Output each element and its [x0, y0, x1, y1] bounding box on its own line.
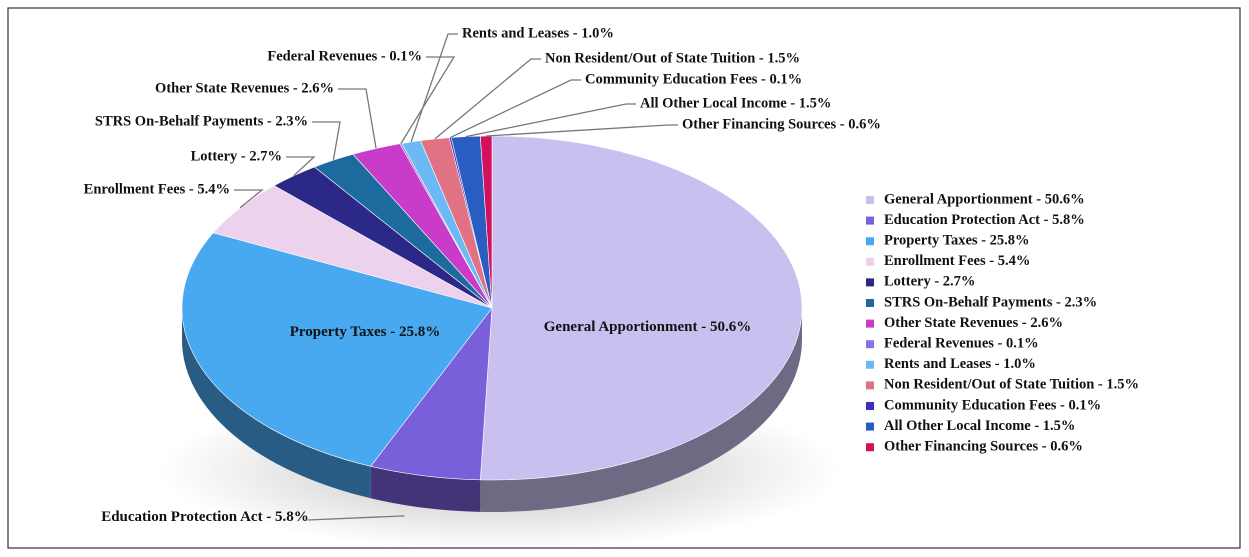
- slice-label: Federal Revenues - 0.1%: [267, 48, 422, 64]
- slice-label: Non Resident/Out of State Tuition - 1.5%: [545, 50, 800, 66]
- slice-side: [480, 308, 802, 512]
- slice-label: Community Education Fees - 0.1%: [585, 71, 802, 87]
- legend-label: Other State Revenues - 2.6%: [884, 315, 1063, 331]
- leader-line: [486, 124, 678, 137]
- legend-label: Enrollment Fees - 5.4%: [884, 253, 1030, 269]
- leader-line: [400, 56, 456, 144]
- legend-swatch: [866, 257, 874, 266]
- legend-swatch: [866, 299, 874, 307]
- legend-swatch: [866, 216, 874, 225]
- leader-line: [307, 515, 405, 521]
- legend-label: General Apportionment - 50.6%: [884, 191, 1085, 207]
- legend-swatch: [866, 402, 874, 410]
- legend-label: Community Education Fees - 0.1%: [884, 397, 1101, 413]
- slice-side: [181, 308, 371, 499]
- leader-line: [312, 121, 341, 161]
- leader-line: [234, 189, 264, 209]
- slice: [479, 135, 803, 481]
- legend-swatch: [866, 340, 874, 349]
- legend-swatch: [866, 319, 874, 328]
- leader-line: [465, 103, 636, 138]
- slice-label: Rents and Leases - 1.0%: [462, 25, 614, 41]
- legend-swatch: [866, 443, 874, 452]
- leader-line: [338, 88, 377, 149]
- legend-swatch: [866, 196, 874, 204]
- slice: [181, 232, 493, 467]
- legend-label: Education Protection Act - 5.8%: [884, 212, 1085, 228]
- slice-label: STRS On-Behalf Payments - 2.3%: [95, 113, 308, 129]
- slice-label: Property Taxes - 25.8%: [289, 324, 441, 340]
- legend-label: Property Taxes - 25.8%: [884, 233, 1030, 249]
- legend-swatch: [866, 381, 874, 390]
- slice-label: General Apportionment - 50.6%: [543, 319, 752, 335]
- slice-label: Other State Revenues - 2.6%: [155, 80, 334, 96]
- frame: [7, 7, 1241, 549]
- leader-line: [410, 33, 458, 143]
- leader-line: [449, 79, 581, 139]
- legend-label: STRS On-Behalf Payments - 2.3%: [884, 294, 1097, 310]
- leader-line: [286, 156, 316, 177]
- legend-label: Federal Revenues - 0.1%: [884, 336, 1039, 352]
- legend-label: All Other Local Income - 1.5%: [884, 418, 1075, 434]
- legend-label: Non Resident/Out of State Tuition - 1.5%: [884, 377, 1139, 393]
- slice-label: Other Financing Sources - 0.6%: [682, 116, 881, 132]
- legend-swatch: [866, 237, 874, 246]
- legend-label: Rents and Leases - 1.0%: [884, 356, 1036, 372]
- legend-swatch: [866, 422, 874, 431]
- legend-swatch: [866, 360, 874, 369]
- legend-label: Other Financing Sources - 0.6%: [884, 439, 1083, 455]
- slice-label: Lottery - 2.7%: [191, 148, 282, 164]
- slice-label: All Other Local Income - 1.5%: [640, 95, 831, 111]
- slice-side: [370, 466, 481, 512]
- legend-label: Lottery - 2.7%: [884, 274, 975, 290]
- legend-swatch: [866, 278, 874, 287]
- slice-label: Enrollment Fees - 5.4%: [84, 181, 230, 197]
- leader-line: [434, 58, 541, 140]
- slice-label: Education Protection Act - 5.8%: [101, 509, 309, 525]
